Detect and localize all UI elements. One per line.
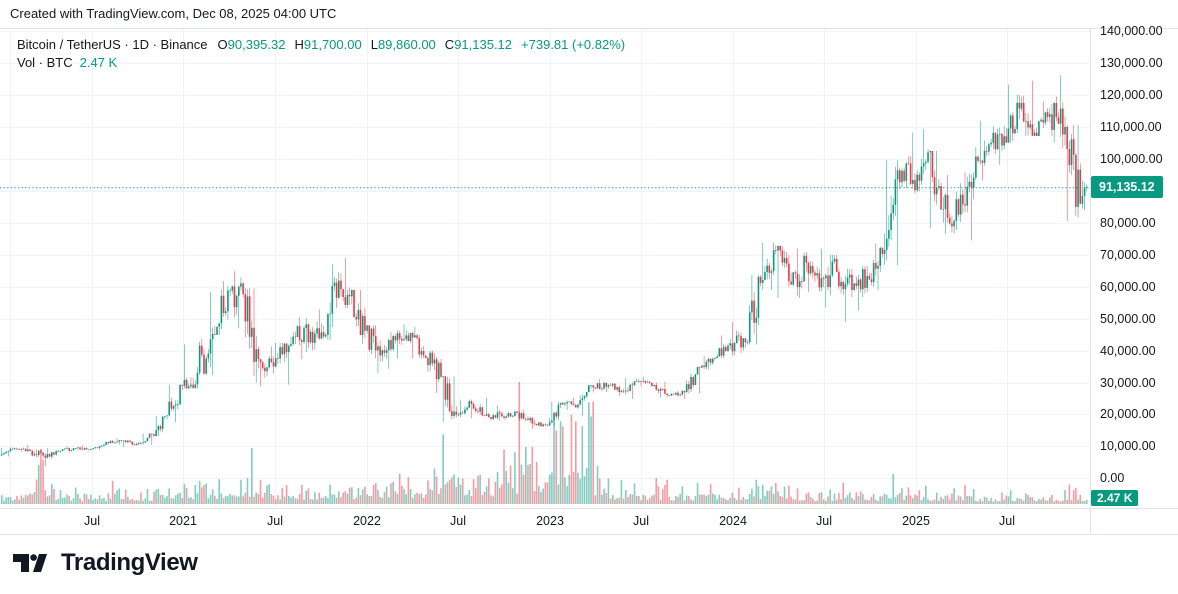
tradingview-logo-icon [13,554,47,572]
last-volume-badge: 2.47 K [1091,490,1139,506]
time-axis-label: 2025 [902,514,930,528]
price-axis-label: 40,000.00 [1100,343,1156,358]
volume-value: 2.47 K [79,55,118,70]
time-axis-label: Jul [999,514,1015,528]
tradingview-wordmark: TradingView [61,549,198,576]
time-axis-label: Jul [633,514,649,528]
time-axis-label: Jul [267,514,283,528]
ohlc-item: C91,135.12 [444,37,513,52]
price-axis-label: 130,000.00 [1100,56,1163,71]
time-axis-label: 2021 [169,514,197,528]
price-axis-label: 100,000.00 [1100,151,1163,166]
volume-label: Vol · BTC [17,55,73,70]
time-axis-label: Jul [84,514,100,528]
time-axis-separator [0,508,1178,509]
ohlc-values: O90,395.32 H91,700.00 L89,860.00 C91,135.12 [218,37,522,52]
price-axis[interactable]: 140,000.00 130,000.00 120,000.00 110,000.00… [1090,24,1178,534]
price-axis-label: 0.00 [1100,471,1125,486]
time-axis-label: 2024 [719,514,747,528]
legend-volume-row: Vol · BTC 2.47 K [17,54,625,72]
price-axis-label: 10,000.00 [1100,439,1156,454]
price-axis-label: 80,000.00 [1100,215,1156,230]
price-axis-label: 70,000.00 [1100,247,1156,262]
tradingview-logo[interactable]: TradingView [12,549,198,577]
time-axis-label: 2023 [536,514,564,528]
ohlc-item: H91,700.00 [294,37,362,52]
change-value: +739.81 (+0.82%) [521,37,626,52]
time-axis[interactable]: Jul 2021 Jul 2022 Jul 2023 Jul 2024 Jul 2025 Jul [0,509,1090,534]
time-axis-label: Jul [816,514,832,528]
time-axis-label: 2022 [353,514,381,528]
price-axis-label: 140,000.00 [1100,24,1163,39]
candlestick-chart[interactable] [0,29,1090,508]
chart-widget: Bitcoin / TetherUS · 1D · Binance O90,395… [0,24,1178,535]
price-axis-label: 110,000.00 [1100,120,1162,135]
attribution-text: Created with TradingView.com, Dec 08, 20… [10,6,337,21]
legend-symbol-row: Bitcoin / TetherUS · 1D · Binance O90,395… [17,36,625,54]
time-axis-label: Jul [450,514,466,528]
price-axis-label: 30,000.00 [1100,375,1156,390]
price-axis-label: 20,000.00 [1100,407,1156,422]
price-axis-label: 50,000.00 [1100,311,1156,326]
chart-legend: Bitcoin / TetherUS · 1D · Binance O90,395… [17,36,625,72]
price-axis-label: 60,000.00 [1100,279,1156,294]
price-axis-label: 120,000.00 [1100,88,1163,103]
ohlc-item: L89,860.00 [370,37,436,52]
last-price-badge: 91,135.12 [1091,176,1163,199]
ohlc-item: O90,395.32 [217,37,286,52]
symbol-title[interactable]: Bitcoin / TetherUS · 1D · Binance [17,37,208,52]
